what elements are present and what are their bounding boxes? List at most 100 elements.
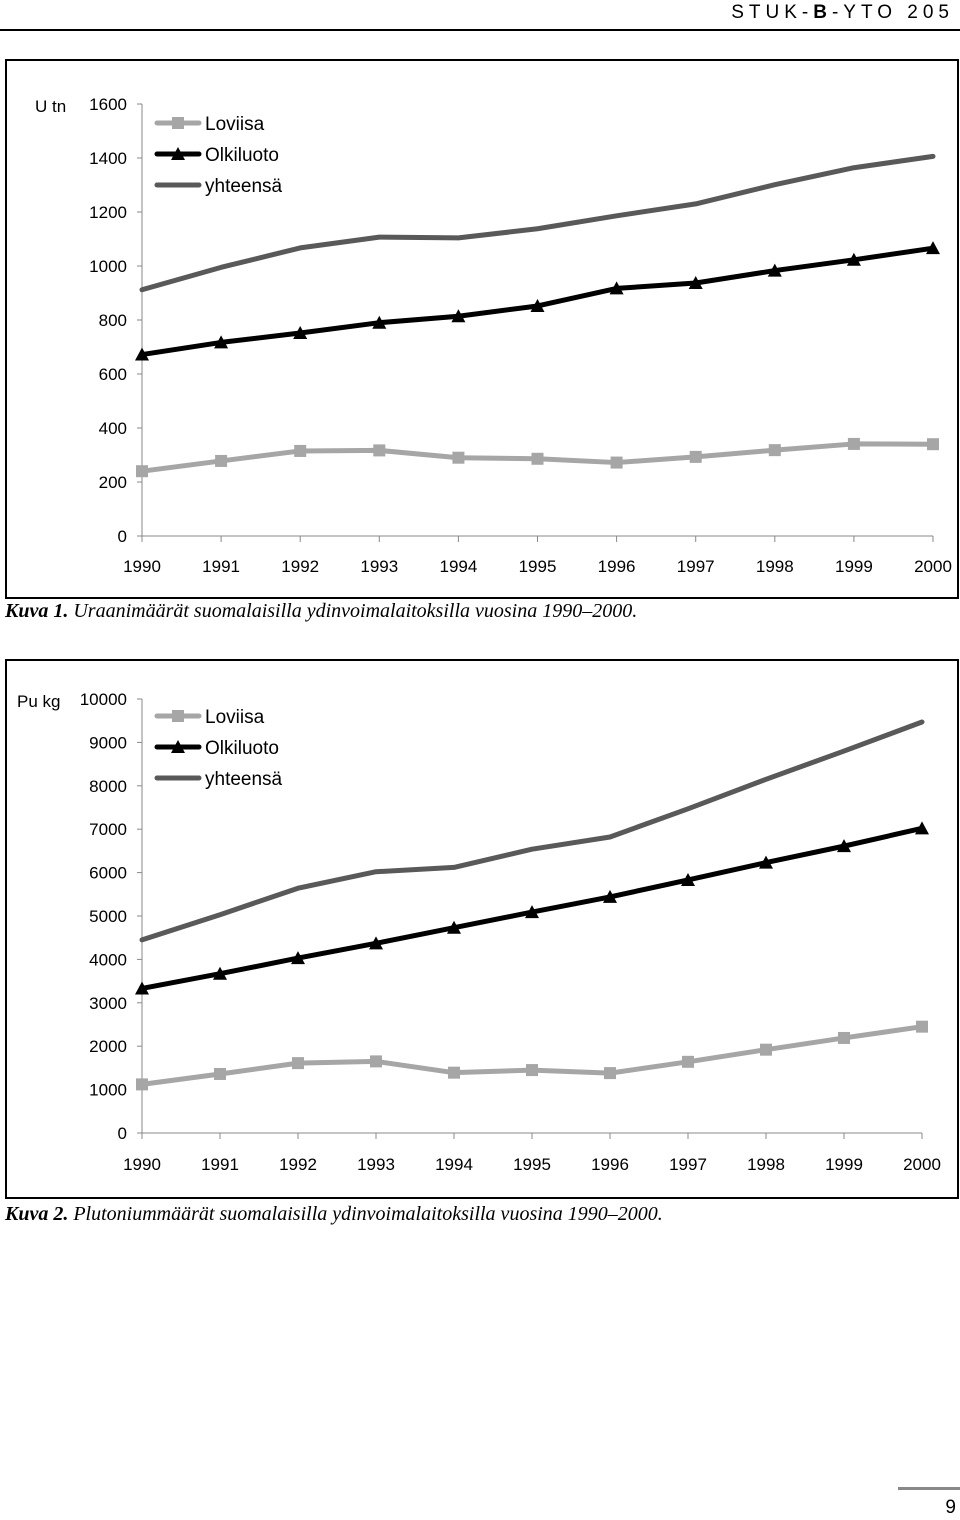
x-tick-label: 1991 xyxy=(201,1155,239,1174)
data-point xyxy=(291,951,305,965)
data-point xyxy=(372,315,387,329)
x-tick-label: 1995 xyxy=(513,1155,551,1174)
x-tick-label: 2000 xyxy=(914,557,952,576)
data-point xyxy=(767,263,782,277)
footer-rule xyxy=(898,1487,960,1490)
x-tick-label: 1992 xyxy=(281,557,319,576)
data-point xyxy=(373,444,386,457)
y-tick-label: 1600 xyxy=(89,95,127,114)
data-point xyxy=(447,920,461,934)
x-tick-label: 1994 xyxy=(435,1155,473,1174)
data-point xyxy=(525,905,539,919)
legend-label: Loviisa xyxy=(205,707,265,728)
legend-item-yhteensä: yhteensä xyxy=(154,176,283,197)
report-id-series: B xyxy=(813,2,832,23)
legend-item-yhteensä: yhteensä xyxy=(154,769,283,790)
y-tick-label: 200 xyxy=(99,473,127,492)
data-point xyxy=(136,465,148,478)
series-yhteensä xyxy=(139,719,925,943)
x-tick-label: 1999 xyxy=(825,1155,863,1174)
y-tick-label: 1000 xyxy=(89,1081,127,1100)
y-tick-label: 1400 xyxy=(89,149,127,168)
series-yhteensä xyxy=(139,153,936,293)
legend-item-olkiluoto: Olkiluoto xyxy=(154,145,279,166)
data-point xyxy=(293,325,308,339)
data-point xyxy=(370,1055,382,1068)
x-tick-label: 1995 xyxy=(519,557,557,576)
data-point xyxy=(603,889,617,903)
legend-label: Olkiluoto xyxy=(205,145,279,166)
y-tick-label: 5000 xyxy=(89,907,127,926)
y-tick-label: 800 xyxy=(99,311,127,330)
legend-item-olkiluoto: Olkiluoto xyxy=(154,738,279,759)
data-point xyxy=(681,872,695,886)
x-tick-label: 1997 xyxy=(677,557,715,576)
report-id: STUK-B-YTO 205 xyxy=(731,2,954,24)
legend-label: yhteensä xyxy=(205,769,283,790)
data-point xyxy=(689,450,702,463)
data-point xyxy=(604,1067,616,1080)
header-rule xyxy=(0,29,960,31)
y-tick-label: 0 xyxy=(118,1124,127,1143)
plutonium-chart-svg: 0 1000 2000 3000 4000 5000 6000 7000 8000 9000 100… xyxy=(17,690,941,1174)
x-tick-label: 1992 xyxy=(279,1155,317,1174)
data-point xyxy=(448,1066,460,1079)
x-tick-label: 1990 xyxy=(123,557,161,576)
series-olkiluoto xyxy=(135,821,929,995)
data-point xyxy=(682,1055,694,1068)
x-tick-label: 1993 xyxy=(360,557,398,576)
data-point xyxy=(214,335,229,349)
caption-2-number: Kuva 2. xyxy=(5,1203,69,1225)
caption-1-text: Uraanimäärät suomalaisilla ydinvoimalait… xyxy=(73,600,638,622)
figure-caption-2: Kuva 2. Plutoniummäärät suomalaisilla yd… xyxy=(5,1203,663,1226)
data-point xyxy=(214,1067,226,1080)
x-tick-label: 1993 xyxy=(357,1155,395,1174)
data-point xyxy=(688,276,703,290)
x-tick-label: 1998 xyxy=(756,557,794,576)
y-tick-label: 2000 xyxy=(89,1037,127,1056)
data-point xyxy=(760,1043,772,1056)
data-point xyxy=(530,298,545,312)
data-point xyxy=(135,347,149,361)
x-tick-label: 1997 xyxy=(669,1155,707,1174)
data-point xyxy=(531,452,544,465)
data-point xyxy=(369,936,383,950)
uranium-chart-svg: 0 200 400 600 800 1000 1200 1400 1600 U tn 1990 199… xyxy=(35,95,952,576)
series-olkiluoto xyxy=(135,241,940,361)
legend-label: yhteensä xyxy=(205,176,283,197)
data-point xyxy=(452,451,465,464)
y-tick-label: 1200 xyxy=(89,203,127,222)
data-point xyxy=(768,444,781,457)
series-loviisa xyxy=(136,437,939,478)
report-id-suffix: -YTO 205 xyxy=(831,2,954,23)
legend-swatch-marker xyxy=(171,740,185,753)
y-tick-label: 10000 xyxy=(80,690,127,709)
legend-label: Olkiluoto xyxy=(205,738,279,759)
y-tick-label: 8000 xyxy=(89,777,127,796)
y-tick-label: 600 xyxy=(99,365,127,384)
series-loviisa xyxy=(136,1020,928,1091)
data-point xyxy=(837,839,851,853)
x-tick-label: 1991 xyxy=(202,557,240,576)
data-point xyxy=(610,456,623,469)
uranium-chart: 0 200 400 600 800 1000 1200 1400 1600 U tn 1990 199… xyxy=(5,59,959,599)
caption-1-number: Kuva 1. xyxy=(5,600,69,622)
legend-item-loviisa: Loviisa xyxy=(154,707,265,728)
data-point xyxy=(136,1078,148,1091)
y-tick-label: 7000 xyxy=(89,820,127,839)
data-point xyxy=(846,252,861,266)
y-tick-label: 9000 xyxy=(89,733,127,752)
x-tick-label: 1990 xyxy=(123,1155,161,1174)
legend-swatch-marker xyxy=(172,117,184,129)
data-point xyxy=(847,437,860,450)
y-tick-label: 4000 xyxy=(89,950,127,969)
legend-swatch-marker xyxy=(172,710,184,722)
data-point xyxy=(838,1031,850,1044)
caption-2-text: Plutoniummäärät suomalaisilla ydinvoimal… xyxy=(73,1203,663,1225)
data-point xyxy=(294,444,307,457)
x-tick-label: 1999 xyxy=(835,557,873,576)
y-axis-label: Pu kg xyxy=(17,692,60,711)
legend-label: Loviisa xyxy=(205,114,265,135)
x-tick-label: 1996 xyxy=(598,557,636,576)
x-tick-label: 2000 xyxy=(903,1155,941,1174)
